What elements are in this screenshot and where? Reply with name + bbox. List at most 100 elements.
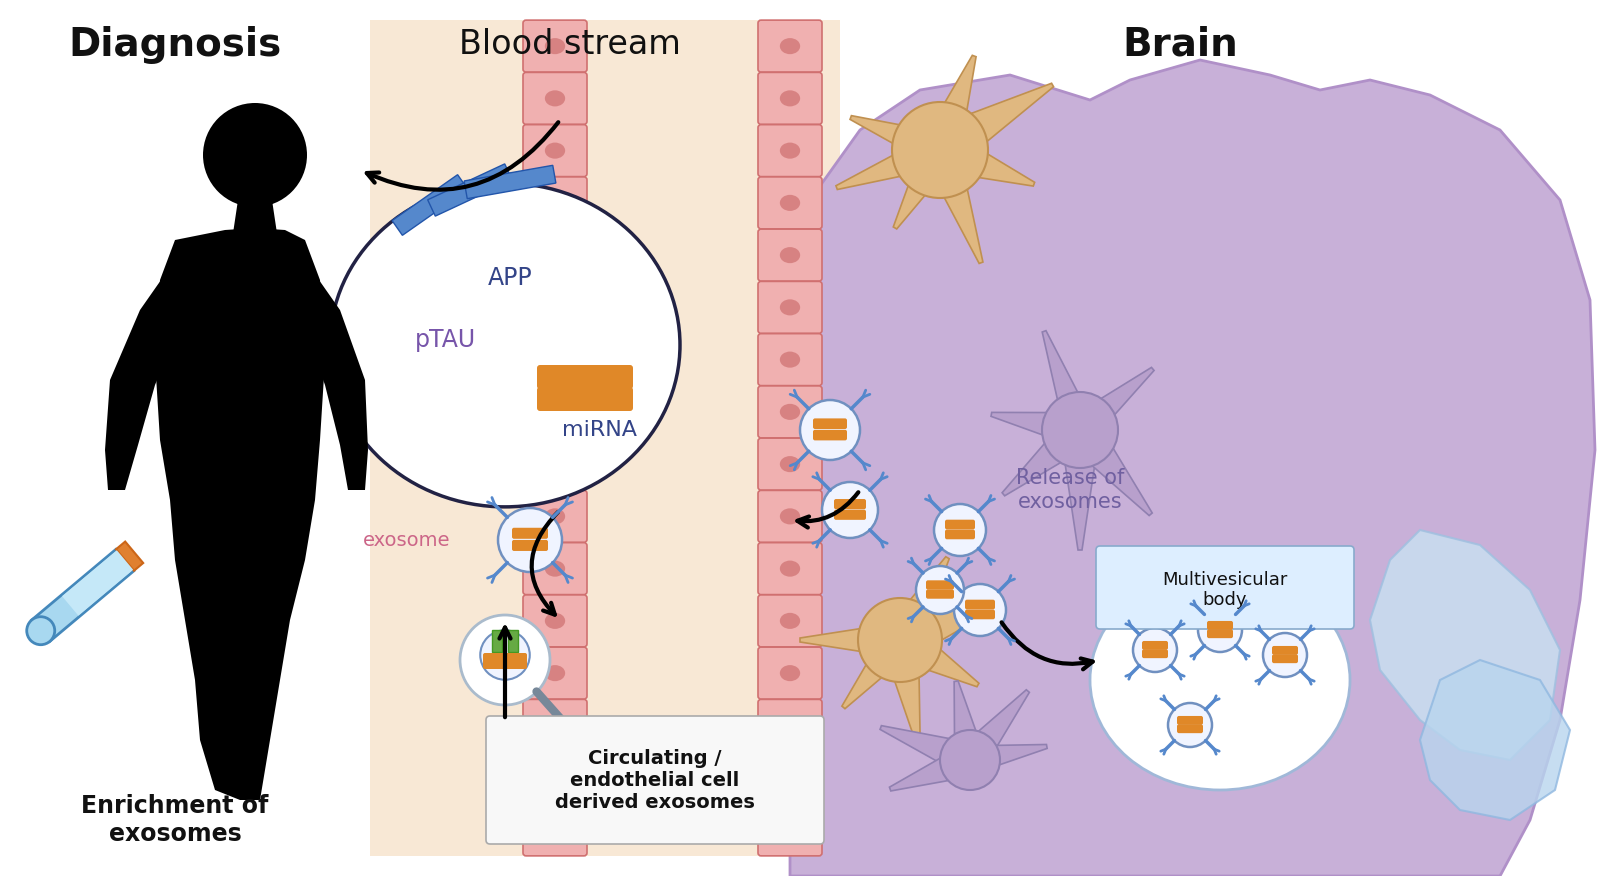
Polygon shape (891, 667, 920, 744)
Circle shape (893, 102, 989, 198)
Ellipse shape (779, 90, 800, 106)
Polygon shape (938, 55, 976, 124)
FancyBboxPatch shape (1178, 716, 1203, 724)
FancyBboxPatch shape (1206, 621, 1234, 630)
FancyBboxPatch shape (758, 647, 822, 699)
Ellipse shape (546, 456, 565, 472)
Circle shape (934, 504, 986, 556)
Circle shape (1042, 392, 1118, 468)
FancyBboxPatch shape (1142, 649, 1168, 658)
FancyBboxPatch shape (758, 386, 822, 438)
Polygon shape (842, 654, 890, 709)
Ellipse shape (779, 508, 800, 525)
FancyBboxPatch shape (758, 699, 822, 752)
FancyBboxPatch shape (523, 386, 587, 438)
Ellipse shape (546, 90, 565, 106)
Ellipse shape (546, 351, 565, 368)
FancyBboxPatch shape (523, 20, 587, 72)
Text: Circulating /
endothelial cell
derived exosomes: Circulating / endothelial cell derived e… (555, 748, 755, 811)
Text: Release of
exosomes: Release of exosomes (1016, 469, 1125, 512)
Ellipse shape (546, 717, 565, 733)
Ellipse shape (779, 351, 800, 368)
FancyBboxPatch shape (758, 73, 822, 124)
FancyBboxPatch shape (512, 527, 547, 539)
Circle shape (498, 508, 562, 572)
Ellipse shape (779, 561, 800, 576)
Polygon shape (904, 557, 949, 621)
Text: Multivesicular
body: Multivesicular body (1162, 570, 1288, 610)
FancyBboxPatch shape (965, 610, 995, 619)
FancyBboxPatch shape (538, 365, 634, 389)
Ellipse shape (546, 143, 565, 159)
Ellipse shape (779, 717, 800, 733)
Circle shape (1262, 633, 1307, 677)
FancyBboxPatch shape (523, 124, 587, 177)
FancyBboxPatch shape (512, 540, 547, 551)
FancyBboxPatch shape (523, 647, 587, 699)
Polygon shape (938, 177, 982, 264)
Ellipse shape (779, 143, 800, 159)
Circle shape (954, 584, 1006, 636)
Polygon shape (890, 755, 955, 791)
Polygon shape (392, 174, 467, 236)
Polygon shape (960, 83, 1053, 149)
Ellipse shape (779, 194, 800, 211)
Polygon shape (850, 116, 912, 150)
Bar (509, 630, 518, 652)
Text: Brain: Brain (1122, 26, 1238, 64)
FancyBboxPatch shape (758, 542, 822, 595)
Bar (370, 20, 840, 856)
FancyBboxPatch shape (758, 438, 822, 490)
FancyBboxPatch shape (965, 600, 995, 610)
FancyBboxPatch shape (813, 419, 846, 429)
Polygon shape (106, 260, 195, 490)
Polygon shape (880, 725, 955, 766)
FancyBboxPatch shape (523, 542, 587, 595)
FancyBboxPatch shape (758, 491, 822, 542)
Circle shape (203, 103, 307, 207)
FancyBboxPatch shape (926, 590, 954, 598)
FancyBboxPatch shape (758, 230, 822, 281)
Polygon shape (973, 689, 1029, 752)
FancyBboxPatch shape (523, 491, 587, 542)
Ellipse shape (779, 300, 800, 315)
Polygon shape (62, 550, 133, 616)
FancyBboxPatch shape (1272, 646, 1298, 654)
FancyBboxPatch shape (758, 334, 822, 385)
Polygon shape (290, 260, 368, 490)
Polygon shape (464, 166, 555, 199)
FancyBboxPatch shape (1272, 654, 1298, 663)
Text: miRNA: miRNA (563, 420, 637, 440)
Ellipse shape (779, 404, 800, 420)
Ellipse shape (546, 247, 565, 263)
Polygon shape (232, 200, 278, 240)
Polygon shape (990, 413, 1056, 438)
FancyBboxPatch shape (758, 595, 822, 646)
Ellipse shape (1090, 570, 1350, 790)
Polygon shape (1086, 441, 1152, 516)
FancyBboxPatch shape (758, 177, 822, 229)
Ellipse shape (330, 183, 680, 507)
Text: Enrichment of
exosomes: Enrichment of exosomes (82, 795, 269, 846)
FancyBboxPatch shape (834, 499, 866, 509)
Text: pTAU: pTAU (414, 328, 475, 352)
Text: exosome: exosome (363, 531, 450, 549)
Circle shape (941, 730, 1000, 790)
FancyBboxPatch shape (523, 438, 587, 490)
FancyBboxPatch shape (758, 20, 822, 72)
FancyBboxPatch shape (523, 334, 587, 385)
Ellipse shape (546, 822, 565, 838)
Polygon shape (1002, 436, 1069, 496)
Polygon shape (966, 147, 1035, 186)
FancyBboxPatch shape (926, 580, 954, 590)
FancyBboxPatch shape (523, 73, 587, 124)
Ellipse shape (779, 613, 800, 629)
FancyBboxPatch shape (523, 281, 587, 334)
Ellipse shape (779, 822, 800, 838)
Circle shape (915, 566, 963, 614)
FancyBboxPatch shape (523, 804, 587, 856)
Polygon shape (155, 228, 325, 800)
FancyBboxPatch shape (1206, 629, 1234, 638)
Ellipse shape (546, 38, 565, 54)
Circle shape (27, 617, 54, 645)
